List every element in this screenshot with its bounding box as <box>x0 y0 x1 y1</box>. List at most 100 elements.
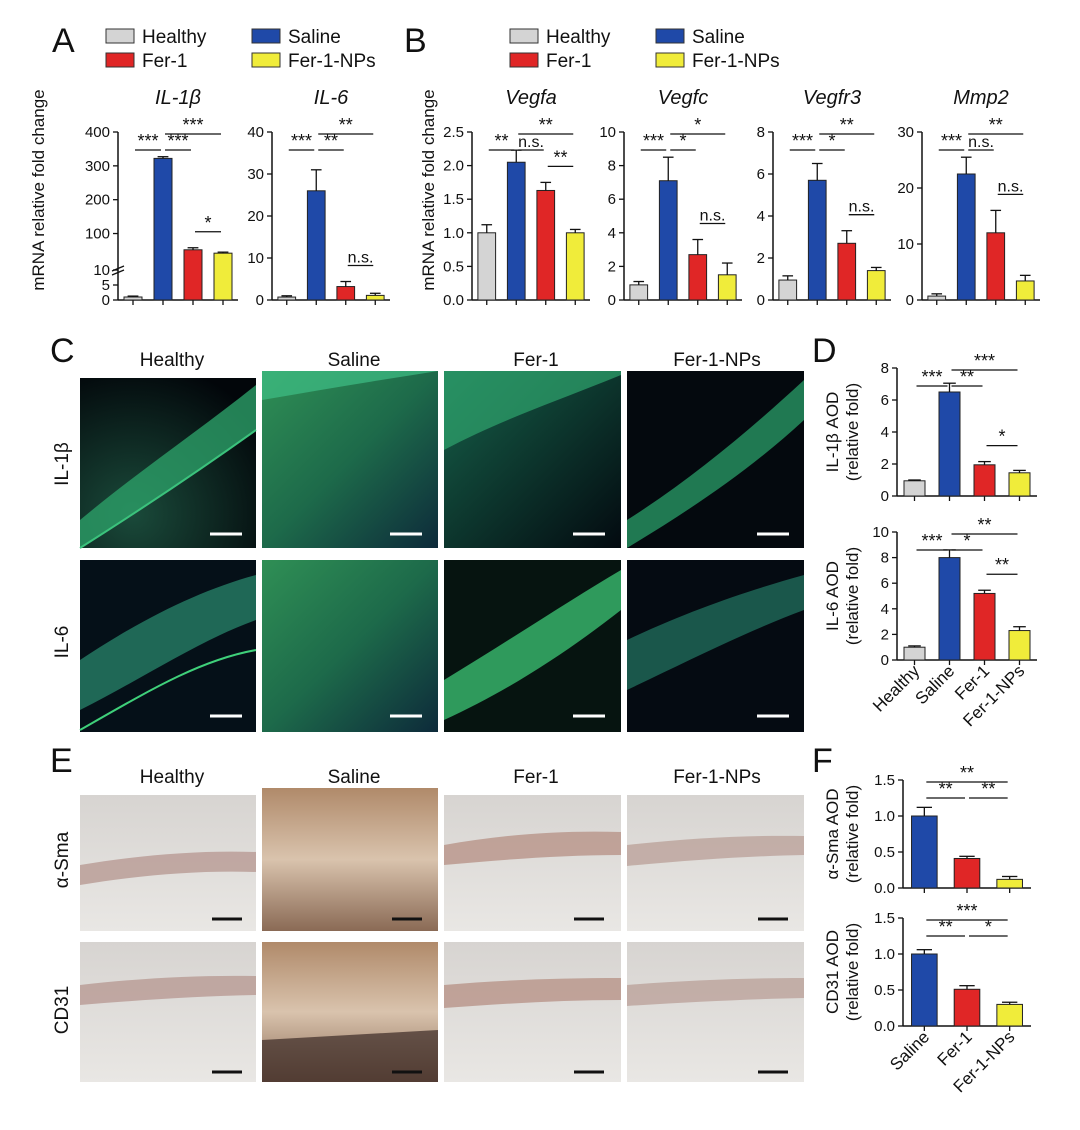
chart-title: IL-1β <box>155 87 201 109</box>
c-col-header-healthy: Healthy <box>140 350 205 371</box>
e-micrograph-asma-saline <box>262 788 438 931</box>
legend-a-swatch-saline <box>251 28 281 44</box>
bar-fer-1 <box>336 286 356 301</box>
sig-label: ** <box>995 555 1009 575</box>
y-tick-label: 200 <box>85 192 110 209</box>
bar-fer-1 <box>837 242 857 301</box>
sig-label: * <box>694 115 701 135</box>
e-micrograph-cd31-fer1nps <box>627 942 804 1082</box>
sig-label: *** <box>974 351 995 371</box>
chart-vegfa: 0.00.51.01.52.02.5 ** n.s.****Vegfa <box>443 87 590 309</box>
bar-fer-1-nps <box>866 270 886 301</box>
sig-label: ** <box>977 515 991 535</box>
bar-saline <box>807 179 827 301</box>
e-micrograph-asma-fer1 <box>444 795 621 931</box>
e-micrograph-cd31-saline <box>262 942 438 1082</box>
a-ylabel: mRNA relative fold change <box>29 89 48 290</box>
bar-healthy <box>927 295 947 301</box>
y-tick-label: 2.5 <box>443 124 464 141</box>
c-row-label-il1b: IL-1β <box>52 442 73 486</box>
y-tick-label: 0 <box>256 292 264 309</box>
sig-label: *** <box>643 131 664 151</box>
legend-b-label-fer1nps: Fer-1-NPs <box>692 51 780 72</box>
sig-label: *** <box>921 531 942 551</box>
sig-label: n.s. <box>348 250 374 267</box>
sig-label: ** <box>939 779 953 799</box>
bar-healthy <box>123 296 143 301</box>
bar-fer-1-nps <box>1015 280 1035 301</box>
sig-label: * <box>204 213 211 233</box>
sig-label: *** <box>921 367 942 387</box>
y-axis-label: (relative fold) <box>843 923 862 1021</box>
y-tick-label: 1.0 <box>874 946 895 963</box>
sig-label: * <box>828 131 835 151</box>
legend-a-label-saline: Saline <box>288 27 341 48</box>
sig-label: ** <box>840 115 854 135</box>
chart-f-asma-aod: 0.0 0.5 1.0 1.5 ** ** ** α-Sma AOD (relative fol… <box>823 763 1031 897</box>
legend-a-swatch-healthy <box>105 28 135 44</box>
y-tick-label: 0.5 <box>443 258 464 275</box>
legend-a-swatch-fer1 <box>105 52 135 68</box>
legend-a-label-fer1nps: Fer-1-NPs <box>288 51 376 72</box>
sig-label: ** <box>960 763 974 783</box>
panel-letter-A: A <box>52 22 75 60</box>
y-tick-label: 20 <box>247 208 264 225</box>
y-tick-label: 10 <box>872 524 889 541</box>
bar-saline <box>938 391 961 497</box>
sig-label: ** <box>939 917 953 937</box>
x-category-label: Saline <box>911 661 958 708</box>
y-tick-label: 0.0 <box>874 880 895 897</box>
y-tick-label: 1.0 <box>874 808 895 825</box>
bar-saline <box>911 953 938 1027</box>
y-tick-label: 6 <box>881 575 889 592</box>
chart-f-cd31-aod: 0.00.51.01.5 ******CD31 AOD (relative fold… <box>823 901 1031 1096</box>
bar-fer-1-nps <box>1008 472 1031 497</box>
bar-fer-1-nps <box>565 232 585 301</box>
chart-title: Mmp2 <box>953 87 1009 109</box>
panel-letter-F: F <box>812 742 833 780</box>
y-tick-label: 2.0 <box>443 158 464 175</box>
y-tick-label: 1.5 <box>443 191 464 208</box>
sig-label: n.s. <box>700 208 726 225</box>
y-axis-label: CD31 AOD <box>823 930 842 1014</box>
bar-fer-1 <box>986 232 1006 301</box>
x-category-label: Healthy <box>869 661 924 716</box>
bar-saline <box>506 161 526 301</box>
c-col-header-fer1nps: Fer-1-NPs <box>673 350 761 371</box>
c-micrograph-il1b-fer1 <box>444 371 621 548</box>
bar-saline <box>911 815 938 889</box>
c-col-header-saline: Saline <box>328 350 381 371</box>
y-tick-label: 30 <box>247 166 264 183</box>
sig-label: *** <box>941 131 962 151</box>
y-axis-label: (relative fold) <box>843 785 862 883</box>
bar-healthy <box>477 232 497 301</box>
c-micrograph-il1b-saline <box>262 371 438 548</box>
y-tick-label: 10 <box>247 250 264 267</box>
bar-healthy <box>629 284 649 301</box>
y-tick-label: 4 <box>757 208 765 225</box>
y-tick-label: 300 <box>85 158 110 175</box>
legend-b-swatch-saline <box>655 28 685 44</box>
bar-fer-1 <box>953 988 981 1027</box>
y-tick-label: 1.0 <box>443 225 464 242</box>
axis-break-mark <box>111 269 125 276</box>
chart-title: IL-6 <box>314 87 349 109</box>
bar-fer-1-nps <box>996 878 1023 889</box>
sig-label: ** <box>494 131 508 151</box>
y-tick-label: 0 <box>757 292 765 309</box>
sig-label: *** <box>182 115 203 135</box>
y-tick-label: 0.5 <box>874 982 895 999</box>
bar-fer-1 <box>688 254 708 301</box>
bar-healthy <box>277 296 297 301</box>
legend-b-label-saline: Saline <box>692 27 745 48</box>
sig-label: n.s. <box>968 134 994 151</box>
legend-a: Healthy Saline Fer-1 Fer-1-NPs <box>105 27 376 72</box>
sig-label: ** <box>539 115 553 135</box>
y-tick-label: 8 <box>881 360 889 377</box>
y-tick-label: 2 <box>881 626 889 643</box>
y-tick-label: 400 <box>85 124 110 141</box>
